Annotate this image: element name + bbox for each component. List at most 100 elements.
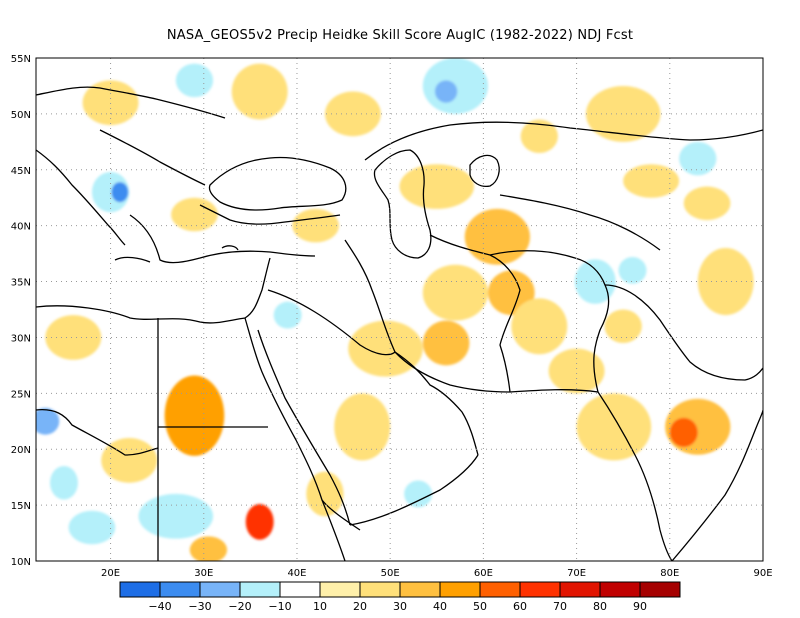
colorbar-label: 80 — [593, 600, 607, 613]
afghanistan-pakistan-border — [489, 250, 610, 393]
iran-iraq-border — [344, 239, 396, 353]
colorbar-swatch — [519, 581, 561, 598]
skill-region-2 — [245, 503, 274, 540]
skill-region-6 — [422, 264, 489, 321]
red-sea-west-coast — [244, 317, 346, 561]
colorbar-label: 50 — [473, 600, 487, 613]
lat-tick-label: 20N — [11, 445, 31, 456]
colorbar-swatch — [159, 581, 201, 598]
colorbar-swatch — [279, 581, 321, 598]
red-sea-east-coast — [257, 329, 351, 526]
colorbar-label: −20 — [228, 600, 251, 613]
lat-tick-label: 15N — [11, 501, 31, 512]
skill-region-12 — [669, 417, 698, 447]
crete — [114, 256, 151, 263]
lat-tick-label: 35N — [11, 278, 31, 289]
lon-tick-label: 30E — [194, 568, 213, 579]
coastlines — [36, 86, 763, 561]
colorbar-swatch — [119, 581, 161, 598]
lat-tick-label: 30N — [11, 333, 31, 344]
colorbar-label: 60 — [513, 600, 527, 613]
skill-region-14 — [548, 348, 605, 394]
skill-region-25 — [101, 438, 158, 483]
skill-region-31 — [618, 256, 647, 284]
adriatic-coast — [36, 149, 126, 246]
colorbar-label: 40 — [433, 600, 447, 613]
skill-region-10 — [511, 298, 568, 355]
colorbar-swatch — [199, 581, 241, 598]
skill-region-23 — [324, 91, 381, 137]
cyprus — [221, 245, 239, 251]
anatolia-north-coast — [199, 204, 341, 225]
skill-region-33 — [111, 182, 129, 203]
skill-region-38 — [68, 510, 116, 545]
lat-tick-label: 40N — [11, 222, 31, 233]
skill-region-15 — [604, 309, 642, 344]
skill-region-42 — [404, 480, 433, 508]
skill-region-19 — [683, 186, 731, 221]
lat-tick-label: 55N — [11, 54, 31, 65]
skill-score-field — [36, 58, 754, 561]
bay-of-bengal-coast — [671, 409, 763, 561]
skill-region-32 — [91, 172, 130, 213]
saudi-north-border — [267, 289, 396, 356]
colorbar-label: −40 — [148, 600, 171, 613]
skill-region-13 — [576, 393, 652, 461]
aral-sea — [469, 154, 500, 188]
skill-region-36 — [36, 407, 60, 435]
colorbar-swatch — [479, 581, 521, 598]
skill-region-22 — [231, 63, 288, 120]
skill-region-41 — [273, 301, 302, 329]
persian-gulf-north — [394, 351, 511, 393]
north-africa-coast — [36, 305, 246, 324]
skill-region-17 — [585, 85, 661, 142]
arabian-sea-north-coast — [509, 389, 673, 561]
skill-region-37 — [138, 493, 214, 539]
colorbar-swatch — [439, 581, 481, 598]
black-sea — [208, 156, 347, 211]
lat-tick-label: 10N — [11, 557, 31, 568]
colorbar-label: 20 — [353, 600, 367, 613]
india-north-border — [604, 284, 763, 381]
colorbar-label: −30 — [188, 600, 211, 613]
skill-region-29 — [171, 197, 218, 232]
central-asia-border — [499, 194, 661, 251]
colorbar: −40 −30 −20 −10 10 20 30 40 50 60 70 80 90 — [119, 581, 681, 613]
plot-background — [36, 58, 763, 561]
lon-tick-label: 40E — [287, 568, 306, 579]
colorbar-swatch — [359, 581, 401, 598]
balkan-border — [99, 129, 206, 186]
skill-region-40 — [175, 63, 214, 98]
horn-of-africa-coast — [321, 499, 361, 531]
latitude-ticks: 10N 15N 20N 25N 30N 35N 40N 45N 50N 55N — [11, 54, 31, 568]
skill-region-7 — [348, 320, 423, 377]
arabia-south-coast — [349, 454, 479, 526]
skill-region-26 — [45, 315, 102, 360]
skill-region-39 — [679, 141, 717, 176]
skill-region-3 — [189, 536, 228, 561]
colorbar-label: 90 — [633, 600, 647, 613]
colorbar-label: −10 — [268, 600, 291, 613]
skill-region-30 — [574, 259, 616, 304]
skill-region-43 — [49, 465, 78, 500]
east-europe-border — [36, 86, 226, 119]
skill-region-5 — [399, 164, 475, 209]
colorbar-swatch — [399, 581, 441, 598]
colorbar-label: 30 — [393, 600, 407, 613]
lon-tick-label: 20E — [101, 568, 120, 579]
lat-tick-label: 50N — [11, 110, 31, 121]
longitude-ticks: 20E 30E 40E 50E 60E 70E 80E 90E — [101, 568, 772, 579]
skill-region-4 — [464, 208, 530, 265]
lat-tick-label: 45N — [11, 166, 31, 177]
lon-tick-label: 60E — [474, 568, 493, 579]
skill-region-24 — [520, 119, 558, 154]
skill-region-20 — [334, 393, 391, 461]
caspian-sea — [373, 149, 432, 259]
colorbar-swatch — [639, 581, 681, 598]
colorbar-swatch — [559, 581, 601, 598]
skill-region-35 — [434, 80, 458, 103]
lon-tick-label: 80E — [660, 568, 679, 579]
skill-region-27 — [306, 471, 344, 517]
colorbar-label: 70 — [553, 600, 567, 613]
